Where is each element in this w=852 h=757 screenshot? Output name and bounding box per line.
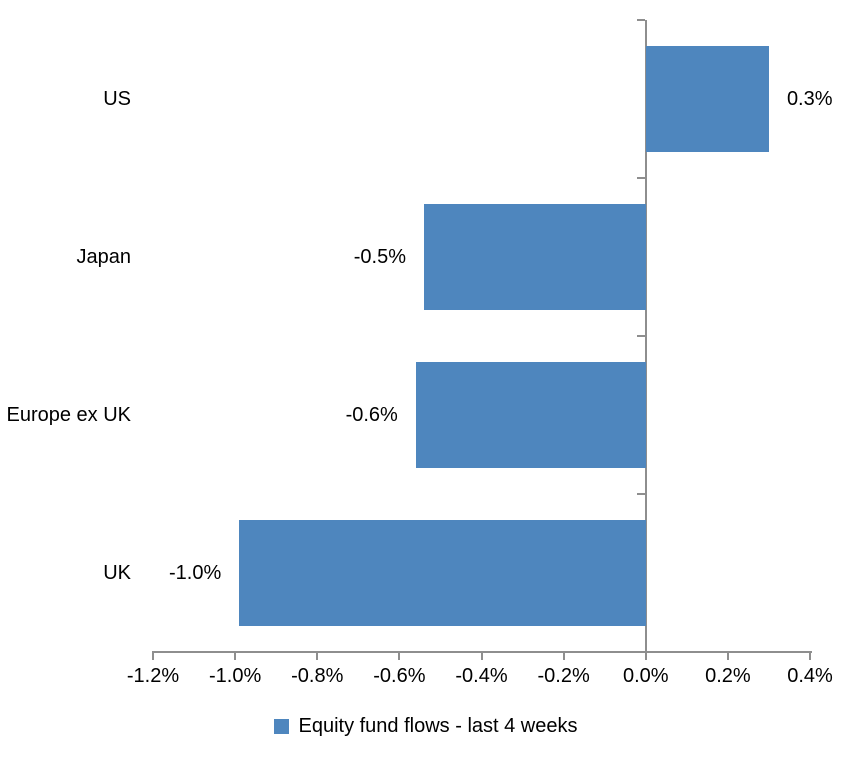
y-axis-tick	[636, 335, 645, 337]
x-axis-tick	[809, 652, 811, 660]
x-axis-tick	[562, 652, 565, 660]
y-axis-line	[644, 20, 647, 652]
x-axis-tick-label: -0.2%	[537, 665, 590, 687]
category-label: US	[103, 88, 131, 110]
x-axis-tick-label: -1.0%	[209, 665, 262, 687]
x-axis-tick-label: 0.0%	[622, 665, 669, 687]
x-axis-tick-label: -0.6%	[373, 665, 426, 687]
x-axis-tick	[234, 652, 237, 660]
value-label: -0.6%	[345, 404, 398, 426]
bar	[645, 46, 769, 152]
legend-label: Equity fund flows - last 4 weeks	[298, 715, 578, 737]
x-axis-tick-label: 0.2%	[705, 665, 751, 687]
bar	[239, 520, 646, 626]
bar	[415, 362, 646, 468]
legend: Equity fund flows - last 4 weeks	[0, 715, 852, 738]
y-axis-tick	[636, 177, 645, 179]
category-label: Japan	[76, 246, 132, 268]
y-axis-tick	[636, 19, 645, 21]
legend-swatch	[274, 719, 290, 734]
x-axis-tick	[726, 652, 729, 660]
x-axis-tick	[398, 652, 401, 660]
category-label: Europe ex UK	[6, 404, 131, 426]
value-label: 0.3%	[786, 88, 833, 110]
x-axis-tick	[316, 652, 319, 660]
x-axis-tick	[480, 652, 483, 660]
value-label: -0.5%	[353, 246, 407, 268]
x-axis-tick	[644, 652, 647, 660]
bar	[424, 204, 646, 310]
x-axis-tick-label: 0.4%	[787, 665, 833, 687]
category-label: UK	[103, 562, 131, 584]
x-axis-tick-label: -0.4%	[455, 665, 508, 687]
value-label: -1.0%	[168, 562, 222, 584]
x-axis-tick-label: -0.8%	[291, 665, 344, 687]
y-axis-tick	[636, 651, 645, 653]
y-axis-tick	[636, 493, 645, 495]
x-axis-tick	[152, 652, 154, 660]
x-axis-tick-label: -1.2%	[126, 665, 180, 687]
